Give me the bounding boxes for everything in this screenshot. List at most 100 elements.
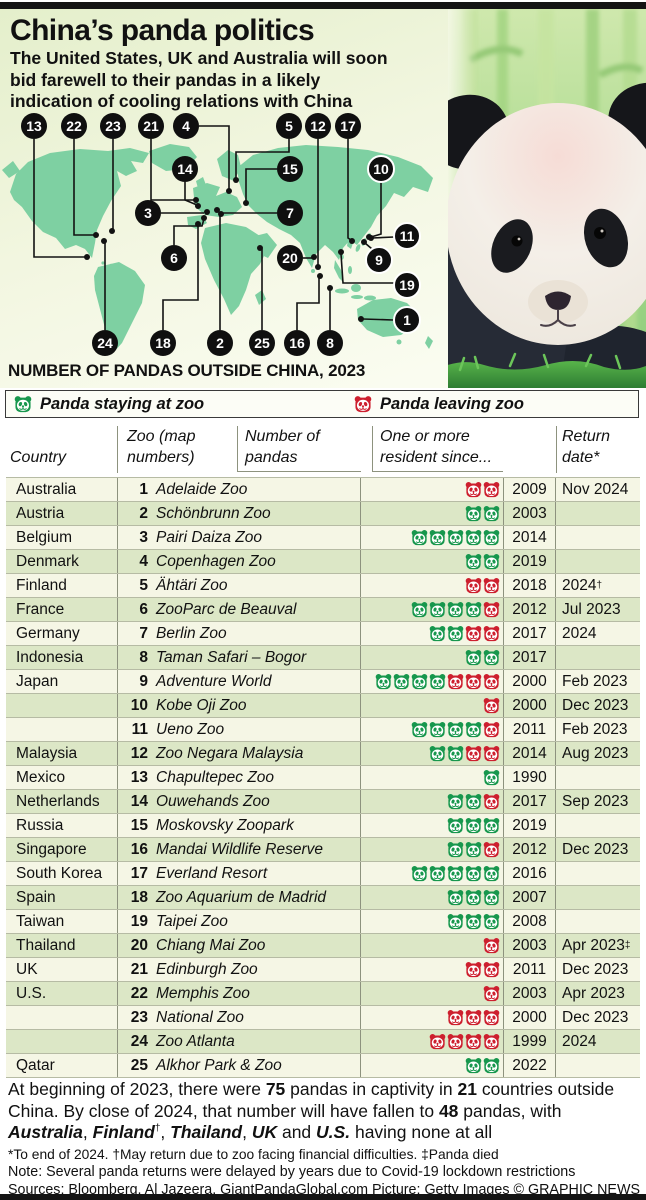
- leader-line-4: [199, 125, 230, 190]
- table-row: Taiwan 19 Taipei Zoo 2008: [6, 910, 640, 934]
- panda-leaving-icon: [465, 577, 482, 594]
- header-divider: [117, 426, 118, 473]
- return-date-cell: [555, 646, 640, 669]
- panda-count-cell: [360, 718, 503, 741]
- panda-staying-icon: [483, 505, 500, 522]
- map-marker-number: 13: [26, 118, 42, 134]
- summary-segment: countries outside China. By close of 202…: [8, 1079, 615, 1121]
- map-marker-12: [305, 113, 331, 139]
- return-date-cell: Dec 2023: [555, 1006, 640, 1029]
- panda-staying-icon: [447, 793, 464, 810]
- map-marker-3: [135, 200, 161, 226]
- map-dot-21: [193, 197, 199, 203]
- panda-count-cell: [360, 622, 503, 645]
- map-marker-8: [317, 330, 343, 356]
- zoo-name: Adelaide Zoo: [156, 480, 248, 498]
- return-date-cell: Nov 2024: [555, 478, 640, 501]
- table-row: Denmark 4 Copenhagen Zoo 2019: [6, 550, 640, 574]
- page-title: China’s panda politics: [10, 14, 315, 47]
- map-marker-4: [173, 113, 199, 139]
- zoo-cell: 16 Mandai Wildlife Reserve: [117, 838, 360, 861]
- map-number: 19: [130, 912, 148, 930]
- summary-segment: Australia: [8, 1122, 83, 1142]
- zoo-name: Adventure World: [156, 672, 272, 690]
- panda-staying-icon: [465, 841, 482, 858]
- panda-staying-icon: [483, 913, 500, 930]
- summary-segment: 21: [457, 1079, 477, 1099]
- panda-count-cell: [360, 694, 503, 717]
- panda-staying-icon: [465, 553, 482, 570]
- summary-segment: ,: [160, 1122, 171, 1142]
- panda-staying-icon: [465, 529, 482, 546]
- panda-staying-icon: [483, 889, 500, 906]
- table-row: Belgium 3 Pairi Daiza Zoo 2014: [6, 526, 640, 550]
- panda-staying-icon: [447, 721, 464, 738]
- map-marker-23: [100, 113, 126, 139]
- return-date-cell: Aug 2023: [555, 742, 640, 765]
- panda-leaving-icon: [429, 1033, 446, 1050]
- map-marker-number: 7: [286, 205, 294, 221]
- summary-segment: Finland: [92, 1122, 155, 1142]
- map-marker-10: [367, 155, 395, 183]
- resident-since-cell: 2000: [503, 1006, 555, 1029]
- zoo-name: Berlin Zoo: [156, 624, 227, 642]
- leader-line-1: [362, 318, 394, 321]
- map-dot-19: [338, 249, 344, 255]
- table-row: Singapore 16 Mandai Wildlife Reserve 2012 De…: [6, 838, 640, 862]
- panda-count-cell: [360, 934, 503, 957]
- picture-credit: Picture: Getty Images: [372, 1181, 510, 1198]
- panda-count-cell: [360, 982, 503, 1005]
- resident-since-cell: 2012: [503, 838, 555, 861]
- resident-since-cell: 2008: [503, 910, 555, 933]
- country-cell: Thailand: [16, 936, 76, 954]
- map-number: 7: [139, 624, 148, 642]
- country-cell: U.S.: [16, 984, 47, 1002]
- legend-leaving-label: Panda leaving zoo: [380, 394, 524, 413]
- panda-leaving-icon: [483, 673, 500, 690]
- summary-segment: having none at all: [350, 1122, 493, 1142]
- map-number: 6: [139, 600, 148, 618]
- resident-since-cell: 2007: [503, 886, 555, 909]
- zoo-name: Moskovsky Zoopark: [156, 816, 294, 834]
- summary-segment: At beginning of 2023, there were: [8, 1079, 266, 1099]
- panda-leaving-icon: [483, 841, 500, 858]
- panda-staying-icon: [465, 817, 482, 834]
- map-dot-4: [226, 188, 232, 194]
- panda-leaving-icon: [354, 395, 372, 413]
- map-africa: [201, 223, 267, 315]
- table-row: Austria 2 Schönbrunn Zoo 2003: [6, 502, 640, 526]
- panda-staying-icon: [375, 673, 392, 690]
- legend-item-leaving: Panda leaving zoo: [354, 391, 524, 417]
- summary-segment: U.S.: [316, 1122, 351, 1142]
- col-header-number: Number of pandas: [245, 428, 320, 466]
- panda-leaving-icon: [465, 1009, 482, 1026]
- zoo-cell: 4 Copenhagen Zoo: [117, 550, 360, 573]
- map-marker-number: 8: [326, 335, 334, 351]
- resident-since-cell: 2017: [503, 790, 555, 813]
- panda-staying-icon: [447, 625, 464, 642]
- resident-since-cell: 2003: [503, 982, 555, 1005]
- resident-since-cell: 2000: [503, 670, 555, 693]
- panda-staying-icon: [411, 673, 428, 690]
- summary-segment: ,: [82, 1122, 93, 1142]
- col-header-zoo: Zoo (map numbers): [127, 428, 196, 466]
- map-marker-number: 21: [143, 118, 159, 134]
- panda-leaving-icon: [483, 745, 500, 762]
- leader-line-13: [33, 139, 85, 258]
- panda-staying-icon: [411, 865, 428, 882]
- table-row: 10 Kobe Oji Zoo 2000 Dec 2023: [6, 694, 640, 718]
- map-dot-23: [109, 228, 115, 234]
- panda-staying-icon: [483, 529, 500, 546]
- return-date-cell: [555, 814, 640, 837]
- resident-since-cell: 2016: [503, 862, 555, 885]
- map-dot-12: [315, 264, 321, 270]
- panda-staying-icon: [483, 553, 500, 570]
- table-row: South Korea 17 Everland Resort 2016: [6, 862, 640, 886]
- zoo-cell: 12 Zoo Negara Malaysia: [117, 742, 360, 765]
- return-date-cell: Jul 2023: [555, 598, 640, 621]
- panda-staying-icon: [465, 793, 482, 810]
- map-marker-7: [277, 200, 303, 226]
- country-cell: [6, 694, 117, 717]
- map-number: 11: [131, 720, 148, 738]
